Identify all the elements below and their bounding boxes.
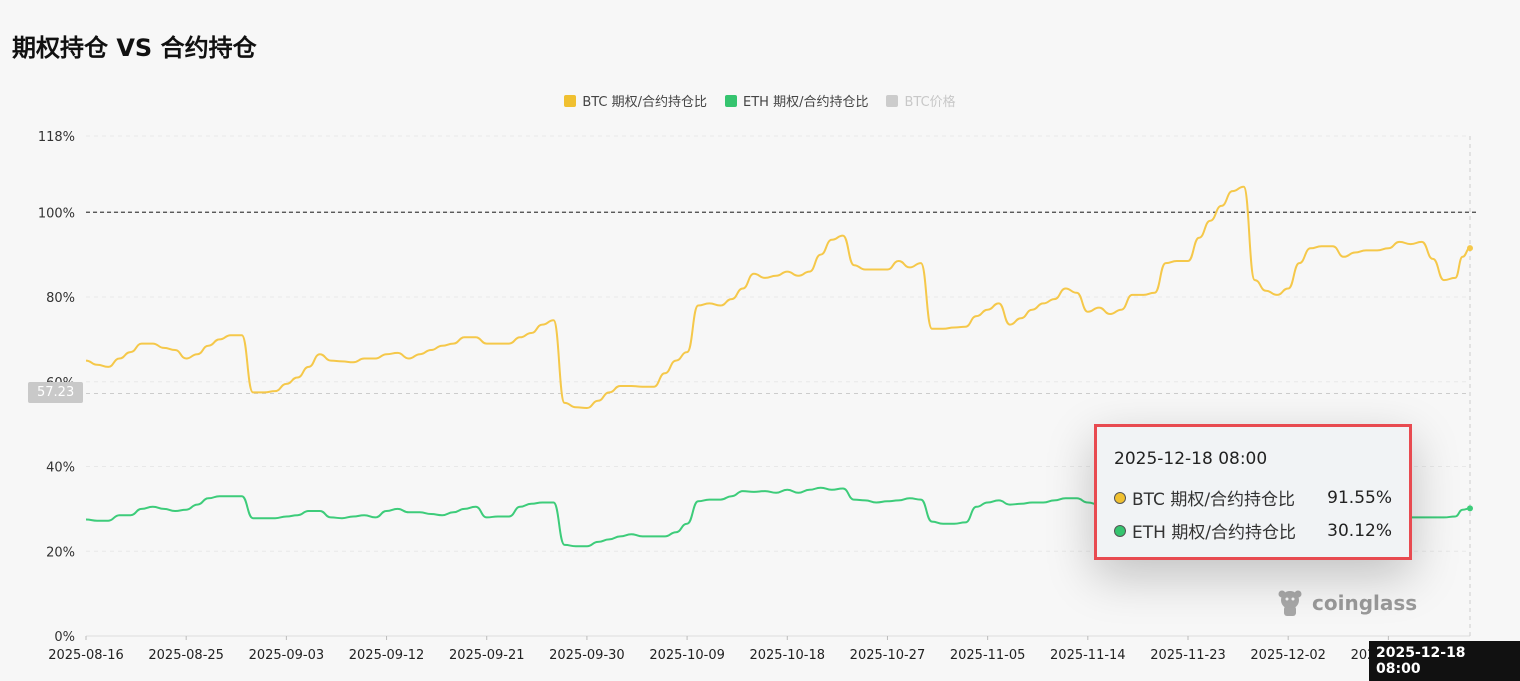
legend-item-eth-ratio[interactable]: ETH 期权/合约持仓比 — [725, 91, 868, 110]
y-tick-label: 0% — [54, 630, 75, 645]
tooltip-dot-btc — [1114, 491, 1126, 504]
x-tick-label: 2025-08-25 — [148, 648, 224, 663]
chart-title: 期权持仓 VS 合约持仓 — [12, 34, 257, 62]
x-tick-label: 2025-09-21 — [449, 648, 525, 663]
coinglass-logo-icon — [1278, 590, 1302, 616]
y-tick-label: 100% — [38, 206, 75, 221]
x-tick-label: 2025-11-05 — [950, 648, 1026, 663]
y-tick-label: 118% — [38, 130, 75, 145]
x-tick-label: 2025-10-27 — [850, 648, 926, 663]
tooltip-label-btc: BTC 期权/合约持仓比 — [1132, 490, 1296, 510]
legend-swatch-btc-price — [886, 94, 899, 107]
series-point-btc — [1467, 245, 1473, 252]
series-point-eth — [1467, 505, 1473, 512]
tooltip-dot-eth — [1114, 524, 1126, 537]
series-line-btc — [85, 185, 1471, 409]
tooltip-value-eth: 30.12% — [1327, 520, 1392, 541]
tooltip: 2025-12-18 08:00 BTC 期权/合约持仓比 91.55% ETH… — [1094, 424, 1412, 560]
tooltip-time: 2025-12-18 08:00 — [1114, 449, 1268, 469]
crosshair-x-badge: 2025-12-18 08:00 — [1369, 641, 1520, 681]
x-tick-label: 2025-09-12 — [349, 648, 425, 663]
x-tick-label: 2025-10-09 — [649, 648, 725, 663]
x-tick-label: 2025-08-16 — [48, 648, 124, 663]
legend-swatch-btc — [564, 94, 577, 107]
legend: BTC 期权/合约持仓比 ETH 期权/合约持仓比 BTC价格 — [0, 91, 1520, 110]
legend-label-btc-price: BTC价格 — [904, 95, 956, 110]
tooltip-row-eth: ETH 期权/合约持仓比 30.12% — [1114, 518, 1392, 543]
tooltip-row-btc: BTC 期权/合约持仓比 91.55% — [1114, 485, 1392, 510]
y-tick-label: 80% — [46, 291, 75, 306]
tooltip-label-eth: ETH 期权/合约持仓比 — [1132, 523, 1297, 543]
y-tick-label: 40% — [46, 461, 75, 476]
x-tick-label: 2025-11-14 — [1050, 648, 1126, 663]
tooltip-value-btc: 91.55% — [1327, 487, 1392, 508]
legend-label-eth: ETH 期权/合约持仓比 — [743, 95, 869, 110]
x-tick-label: 2025-12-02 — [1250, 648, 1326, 663]
y-tick-label: 20% — [46, 545, 75, 560]
x-tick-label: 2025-11-23 — [1150, 648, 1226, 663]
legend-swatch-eth — [725, 94, 738, 107]
legend-label-btc: BTC 期权/合约持仓比 — [582, 95, 708, 110]
crosshair-y-badge: 57.23 — [28, 382, 84, 403]
x-tick-label: 2025-09-03 — [249, 648, 325, 663]
coinglass-watermark: coinglass — [1276, 588, 1417, 618]
x-tick-label: 2025-10-18 — [749, 648, 825, 663]
legend-item-btc-ratio[interactable]: BTC 期权/合约持仓比 — [564, 91, 707, 110]
x-tick-label: 2025-09-30 — [549, 648, 625, 663]
legend-item-btc-price[interactable]: BTC价格 — [886, 91, 956, 110]
watermark-text: coinglass — [1312, 591, 1418, 615]
